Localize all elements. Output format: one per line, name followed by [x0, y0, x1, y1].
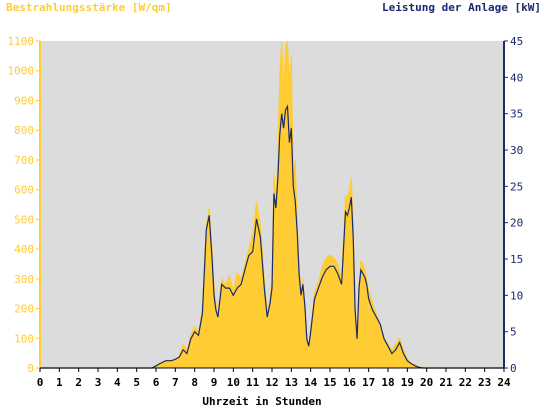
right-tick-label: 25	[510, 180, 523, 193]
right-tick-label: 5	[510, 326, 517, 339]
x-tick-label: 4	[114, 376, 121, 389]
left-tick-label: 700	[14, 154, 34, 167]
x-axis-label: Uhrzeit in Stunden	[202, 395, 321, 408]
right-tick-label: 0	[510, 362, 517, 375]
x-tick-label: 24	[497, 376, 511, 389]
x-tick-label: 13	[285, 376, 298, 389]
left-tick-label: 500	[14, 213, 34, 226]
x-tick-label: 9	[211, 376, 218, 389]
left-tick-label: 600	[14, 184, 34, 197]
left-tick-label: 1100	[8, 35, 35, 48]
x-tick-label: 22	[459, 376, 472, 389]
right-tick-label: 30	[510, 144, 523, 157]
series-layer	[40, 40, 504, 369]
right-tick-label: 10	[510, 289, 523, 302]
x-tick-label: 2	[75, 376, 82, 389]
left-tick-label: 800	[14, 124, 34, 137]
right-tick-label: 45	[510, 35, 523, 48]
left-tick-label: 900	[14, 94, 34, 107]
x-tick-label: 14	[304, 376, 318, 389]
x-tick-label: 5	[133, 376, 140, 389]
x-tick-label: 17	[362, 376, 375, 389]
power-line	[40, 104, 504, 369]
right-axis-title: Leistung der Anlage [kW]	[382, 1, 541, 14]
x-tick-label: 19	[401, 376, 414, 389]
x-tick-label: 18	[381, 376, 394, 389]
x-tick-label: 1	[56, 376, 63, 389]
x-tick-label: 16	[343, 376, 357, 389]
right-tick-label: 40	[510, 71, 523, 84]
ticks-layer: 0100200300400500600700800900100011000510…	[8, 35, 524, 389]
left-tick-label: 300	[14, 273, 34, 286]
x-tick-label: 3	[95, 376, 102, 389]
x-tick-label: 8	[191, 376, 198, 389]
x-tick-label: 23	[478, 376, 491, 389]
left-tick-label: 0	[27, 362, 34, 375]
x-tick-label: 0	[37, 376, 44, 389]
x-tick-label: 11	[246, 376, 260, 389]
x-tick-label: 20	[420, 376, 433, 389]
x-tick-label: 15	[323, 376, 336, 389]
left-tick-label: 1000	[8, 65, 35, 78]
x-tick-label: 10	[227, 376, 240, 389]
right-tick-label: 15	[510, 253, 523, 266]
left-tick-label: 100	[14, 332, 34, 345]
x-tick-label: 6	[153, 376, 160, 389]
left-axis-title: Bestrahlungsstärke [W/qm]	[6, 1, 172, 14]
right-tick-label: 20	[510, 217, 523, 230]
x-tick-label: 21	[439, 376, 453, 389]
left-tick-label: 400	[14, 243, 34, 256]
left-tick-label: 200	[14, 303, 34, 316]
right-tick-label: 35	[510, 108, 523, 121]
x-tick-label: 7	[172, 376, 179, 389]
x-tick-label: 12	[265, 376, 278, 389]
